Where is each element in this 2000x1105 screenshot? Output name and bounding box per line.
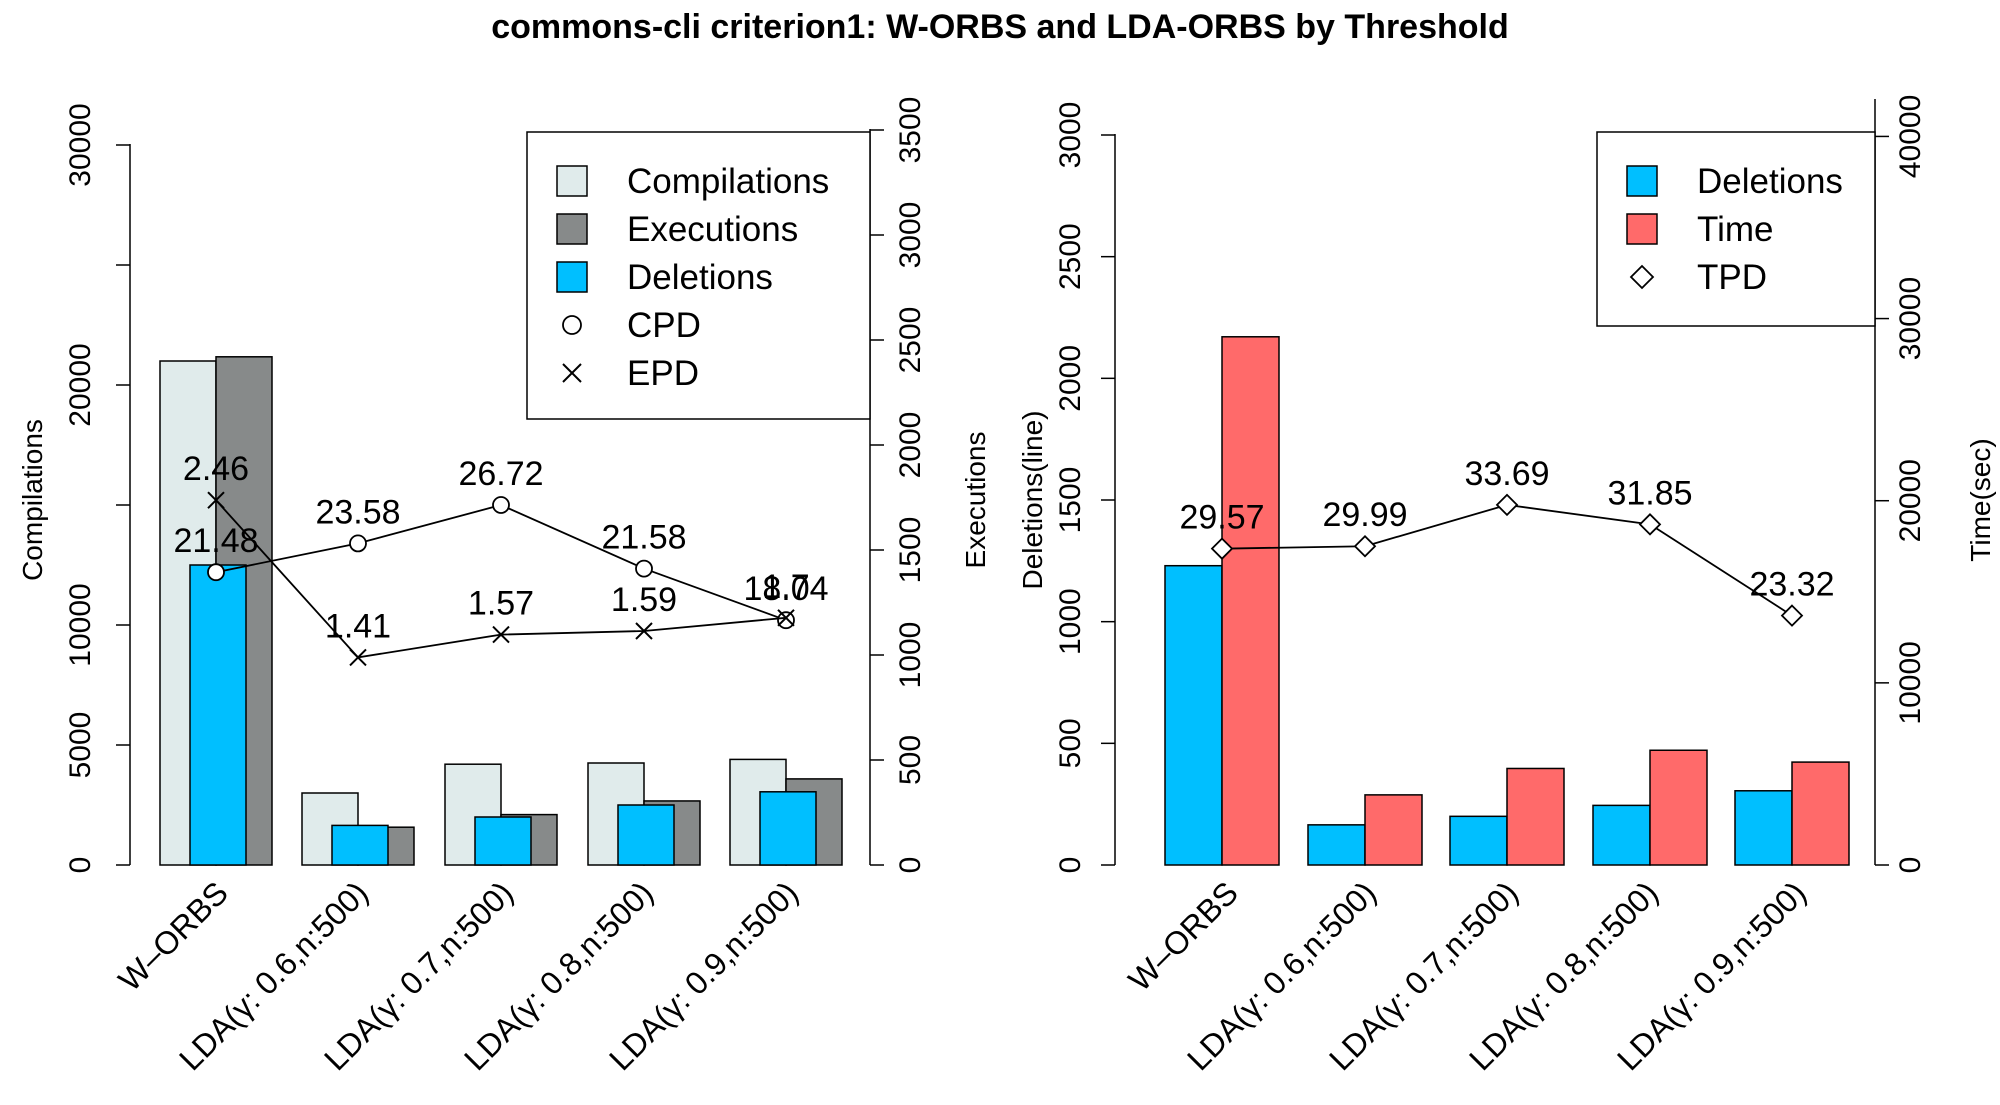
- marker-epd: [349, 648, 367, 667]
- legend-marker-epd: [562, 363, 582, 383]
- bar-deletions: [1592, 804, 1651, 866]
- right-tick-label: 2000: [894, 412, 927, 479]
- bar-deletions: [1734, 790, 1793, 866]
- data-label-cpd: 26.72: [458, 455, 543, 493]
- bar-deletions: [759, 791, 817, 866]
- legend-marker-tpd: [1629, 264, 1655, 290]
- chart-title: commons-cli criterion1: W-ORBS and LDA-O…: [491, 8, 1509, 46]
- left-tick-label: 2000: [1054, 345, 1087, 412]
- right-tick-label: 0: [1894, 857, 1927, 874]
- legend-label-deletions: Deletions: [1697, 162, 1843, 201]
- left-tick-label: 5000: [64, 712, 97, 779]
- legend-label-epd: EPD: [627, 354, 699, 393]
- data-label-epd: 1.41: [325, 607, 391, 645]
- right-axis-title: Executions: [960, 432, 991, 569]
- left-tick-label: 500: [1054, 718, 1087, 768]
- marker-epd: [207, 491, 225, 509]
- right-tick-label: 30000: [1894, 277, 1927, 360]
- marker-epd: [635, 622, 653, 640]
- right-tick-label: 0: [894, 857, 927, 874]
- data-label-cpd: 23.58: [315, 493, 400, 531]
- left-tick-label: 30000: [64, 103, 97, 186]
- right-tick-label: 3000: [894, 202, 927, 269]
- legend-label-deletions: Deletions: [627, 258, 773, 297]
- data-label-cpd: 18.04: [743, 570, 828, 608]
- right-tick-label: 10000: [1894, 641, 1927, 724]
- bar-deletions: [1449, 815, 1508, 866]
- bar-time: [1506, 767, 1565, 866]
- panel-1: 0 5000 10000 20000 30000 0 500 1000 1500 2000 2500…: [17, 97, 991, 1078]
- bar-deletions: [617, 804, 675, 866]
- left-tick-label: 20000: [64, 343, 97, 426]
- marker-tpd: [1638, 513, 1662, 536]
- left-tick-label: 1000: [1054, 588, 1087, 655]
- data-label-epd: 1.57: [468, 585, 534, 623]
- data-label-cpd: 21.58: [601, 519, 686, 557]
- bar-deletions: [331, 824, 389, 866]
- marker-cpd: [349, 534, 367, 553]
- left-axis-title: Compilations: [17, 419, 48, 581]
- marker-epd: [492, 625, 510, 644]
- right-tick-label: 500: [894, 735, 927, 785]
- data-label-tpd: 23.32: [1749, 566, 1834, 604]
- category-label: W–ORBS: [111, 874, 235, 998]
- right-tick-label: 1500: [894, 517, 927, 584]
- bar-deletions: [474, 816, 532, 866]
- data-label-tpd: 33.69: [1464, 455, 1549, 493]
- left-tick-label: 1500: [1054, 467, 1087, 534]
- left-tick-label: 3000: [1054, 102, 1087, 169]
- legend-swatch-deletions: [556, 261, 588, 293]
- data-label-tpd: 29.99: [1322, 496, 1407, 534]
- marker-epd: [777, 609, 795, 627]
- marker-cpd: [635, 559, 653, 578]
- legend-swatch-executions: [556, 213, 588, 245]
- left-tick-label: 0: [64, 857, 97, 874]
- legend-marker-cpd: [562, 315, 582, 335]
- legend-label-tpd: TPD: [1697, 258, 1767, 297]
- right-tick-label: 20000: [1894, 459, 1927, 542]
- marker-tpd: [1353, 534, 1377, 558]
- bar-time: [1364, 794, 1423, 866]
- bar-deletions: [189, 564, 247, 866]
- right-tick-label: 1000: [894, 622, 927, 689]
- marker-cpd: [207, 563, 225, 582]
- left-tick-label: 2500: [1054, 223, 1087, 290]
- bar-time: [1221, 336, 1280, 866]
- left-tick-label: 10000: [64, 583, 97, 666]
- right-tick-label: 2500: [894, 307, 927, 374]
- marker-tpd: [1780, 604, 1804, 627]
- marker-cpd: [777, 611, 795, 630]
- bar-deletions: [1307, 824, 1366, 866]
- panel-2: 0500100015002000250030000100002000030000…: [1017, 95, 1996, 1078]
- legend-swatch-deletions: [1626, 165, 1658, 197]
- legend-swatch-time: [1626, 213, 1658, 245]
- data-label-tpd: 31.85: [1607, 474, 1692, 512]
- line-tpd: [1221, 503, 1793, 617]
- legend-label-time: Time: [1697, 210, 1773, 249]
- bar-time: [1649, 749, 1708, 866]
- data-label-epd: 2.46: [183, 450, 249, 488]
- category-label: W–ORBS: [1121, 874, 1245, 998]
- left-axis-title: Deletions(line): [1017, 411, 1048, 590]
- bar-deletions: [1164, 564, 1223, 866]
- legend-label-compilations: Compilations: [627, 162, 829, 201]
- left-tick-label: 0: [1054, 857, 1087, 874]
- data-label-epd: 1.7: [762, 568, 809, 606]
- right-axis-title: Time(sec): [1965, 438, 1996, 561]
- bar-time: [1791, 761, 1850, 866]
- legend-swatch-compilations: [556, 165, 588, 197]
- data-label-tpd: 29.57: [1179, 499, 1264, 537]
- legend-label-cpd: CPD: [627, 306, 701, 345]
- legend-label-executions: Executions: [627, 210, 798, 249]
- data-label-epd: 1.59: [611, 581, 677, 619]
- marker-cpd: [492, 496, 510, 514]
- marker-tpd: [1210, 537, 1234, 560]
- right-tick-label: 40000: [1894, 95, 1927, 178]
- data-label-cpd: 21.48: [173, 522, 258, 560]
- right-tick-label: 3500: [894, 97, 927, 164]
- marker-tpd: [1495, 493, 1519, 517]
